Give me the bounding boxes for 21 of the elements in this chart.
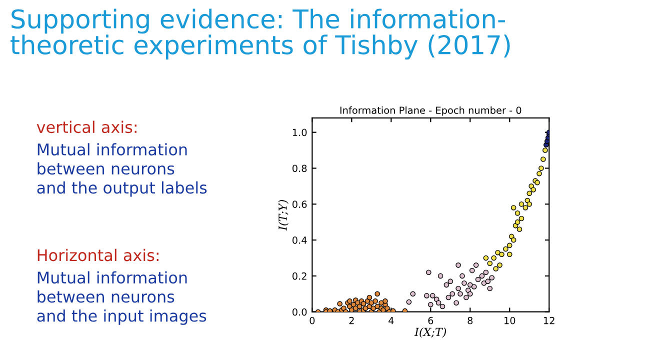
y-axis-title: I(T;Y) [278, 200, 288, 231]
text: Horizontal axis: [38, 248, 158, 262]
y-tick-label: 0.2 [292, 272, 306, 280]
x-tick-label: 2 [349, 316, 354, 324]
text: vertical axis: [36, 120, 136, 134]
chart-title: Supporting evidence: The information- theoretic experiments of Tishby (2017) [10, 8, 510, 60]
text: Mutual information between neurons and the output labels [37, 143, 207, 197]
x-tick-label: 0 [310, 316, 315, 324]
y-tick-label: 0.8 [292, 164, 307, 172]
x-axis-title: I(X;T) [414, 328, 446, 338]
y-tick-label: 0.4 [292, 236, 307, 244]
y-tick-label: 1.0 [292, 128, 307, 136]
x-tick-label: 6 [428, 316, 434, 324]
x-tick-label: 12 [544, 316, 554, 324]
x-tick-label: 10 [504, 316, 516, 324]
x-tick-label: 8 [468, 316, 473, 324]
chart-subtitle: Information Plane - Epoch number - 0 [340, 106, 522, 116]
y-tick-label: 0.6 [292, 200, 307, 208]
x-tick-label: 4 [388, 317, 394, 324]
text: Mutual information between neurons and the input images [37, 271, 206, 325]
y-tick-label: 0.0 [292, 308, 307, 316]
